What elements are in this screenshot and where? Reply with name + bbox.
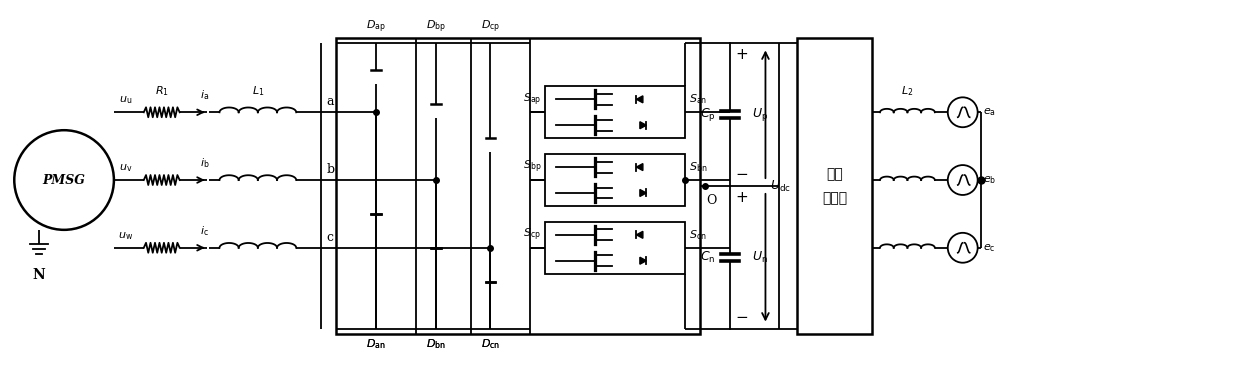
Polygon shape bbox=[486, 282, 495, 296]
Polygon shape bbox=[486, 282, 495, 296]
Text: $C_{\mathrm{p}}$: $C_{\mathrm{p}}$ bbox=[699, 106, 715, 123]
Text: $S_{\mathrm{cn}}$: $S_{\mathrm{cn}}$ bbox=[688, 228, 707, 242]
Polygon shape bbox=[486, 138, 495, 152]
Polygon shape bbox=[640, 189, 646, 196]
Polygon shape bbox=[636, 231, 642, 238]
Polygon shape bbox=[371, 70, 381, 84]
Text: $R_{\mathrm{1}}$: $R_{\mathrm{1}}$ bbox=[155, 84, 169, 98]
Text: $C_{\mathrm{n}}$: $C_{\mathrm{n}}$ bbox=[701, 250, 715, 265]
Text: $u_{\mathrm{w}}$: $u_{\mathrm{w}}$ bbox=[118, 230, 134, 242]
Polygon shape bbox=[430, 248, 440, 262]
Text: $e_{\mathrm{c}}$: $e_{\mathrm{c}}$ bbox=[982, 242, 996, 254]
Text: $i_{\mathrm{a}}$: $i_{\mathrm{a}}$ bbox=[200, 89, 210, 102]
Polygon shape bbox=[636, 96, 642, 103]
Polygon shape bbox=[371, 214, 381, 228]
Text: $U_{\mathrm{n}}$: $U_{\mathrm{n}}$ bbox=[751, 250, 768, 265]
Text: $S_{\mathrm{bn}}$: $S_{\mathrm{bn}}$ bbox=[688, 160, 707, 174]
Polygon shape bbox=[640, 122, 646, 129]
Text: $D_{\mathrm{an}}$: $D_{\mathrm{an}}$ bbox=[366, 337, 386, 351]
Text: O: O bbox=[707, 194, 717, 207]
Polygon shape bbox=[371, 214, 381, 228]
Polygon shape bbox=[430, 248, 440, 262]
Text: $S_{\mathrm{cp}}$: $S_{\mathrm{cp}}$ bbox=[523, 227, 542, 243]
Text: $D_{\mathrm{bn}}$: $D_{\mathrm{bn}}$ bbox=[425, 337, 445, 351]
Text: c: c bbox=[326, 231, 334, 244]
Text: $D_{\mathrm{an}}$: $D_{\mathrm{an}}$ bbox=[366, 337, 386, 351]
Polygon shape bbox=[430, 104, 440, 118]
Polygon shape bbox=[640, 257, 646, 264]
Text: $U_{\mathrm{dc}}$: $U_{\mathrm{dc}}$ bbox=[770, 179, 791, 193]
Text: $e_{\mathrm{a}}$: $e_{\mathrm{a}}$ bbox=[982, 106, 996, 118]
Text: N: N bbox=[32, 268, 46, 282]
Text: $D_{\mathrm{cn}}$: $D_{\mathrm{cn}}$ bbox=[481, 337, 500, 351]
Text: $i_{\mathrm{b}}$: $i_{\mathrm{b}}$ bbox=[200, 156, 210, 170]
Text: $u_{\mathrm{v}}$: $u_{\mathrm{v}}$ bbox=[119, 162, 133, 174]
Text: +: + bbox=[735, 190, 748, 205]
Circle shape bbox=[947, 165, 977, 195]
Text: $S_{\mathrm{ap}}$: $S_{\mathrm{ap}}$ bbox=[523, 91, 542, 108]
Text: a: a bbox=[326, 95, 334, 108]
Text: $i_{\mathrm{c}}$: $i_{\mathrm{c}}$ bbox=[200, 224, 210, 238]
Text: $L_{\mathrm{2}}$: $L_{\mathrm{2}}$ bbox=[901, 84, 914, 98]
Text: $S_{\mathrm{an}}$: $S_{\mathrm{an}}$ bbox=[688, 92, 707, 106]
Text: $D_{\mathrm{ap}}$: $D_{\mathrm{ap}}$ bbox=[366, 18, 386, 35]
Text: 并网: 并网 bbox=[826, 167, 843, 181]
Text: $e_{\mathrm{b}}$: $e_{\mathrm{b}}$ bbox=[982, 174, 996, 186]
Bar bbox=[546, 154, 684, 206]
Text: −: − bbox=[735, 310, 748, 325]
Text: $U_{\mathrm{p}}$: $U_{\mathrm{p}}$ bbox=[751, 106, 768, 123]
Circle shape bbox=[947, 233, 977, 263]
Text: $D_{\mathrm{cp}}$: $D_{\mathrm{cp}}$ bbox=[481, 18, 500, 35]
Text: $u_{\mathrm{u}}$: $u_{\mathrm{u}}$ bbox=[119, 94, 133, 106]
Text: 逆变器: 逆变器 bbox=[822, 191, 847, 205]
Bar bbox=[546, 86, 684, 138]
Text: $S_{\mathrm{bp}}$: $S_{\mathrm{bp}}$ bbox=[523, 159, 542, 175]
Circle shape bbox=[15, 130, 114, 230]
Text: −: − bbox=[735, 167, 748, 182]
Text: $D_{\mathrm{bn}}$: $D_{\mathrm{bn}}$ bbox=[425, 337, 445, 351]
Circle shape bbox=[947, 97, 977, 127]
Text: b: b bbox=[326, 163, 335, 176]
Polygon shape bbox=[636, 164, 642, 170]
Text: PMSG: PMSG bbox=[42, 173, 86, 186]
Text: $D_{\mathrm{cn}}$: $D_{\mathrm{cn}}$ bbox=[481, 337, 500, 351]
Text: +: + bbox=[735, 47, 748, 62]
Text: $L_{\mathrm{1}}$: $L_{\mathrm{1}}$ bbox=[252, 84, 264, 98]
Bar bbox=[797, 38, 872, 334]
Text: $D_{\mathrm{bp}}$: $D_{\mathrm{bp}}$ bbox=[425, 18, 445, 35]
Bar bbox=[546, 222, 684, 274]
Bar bbox=[336, 38, 699, 334]
